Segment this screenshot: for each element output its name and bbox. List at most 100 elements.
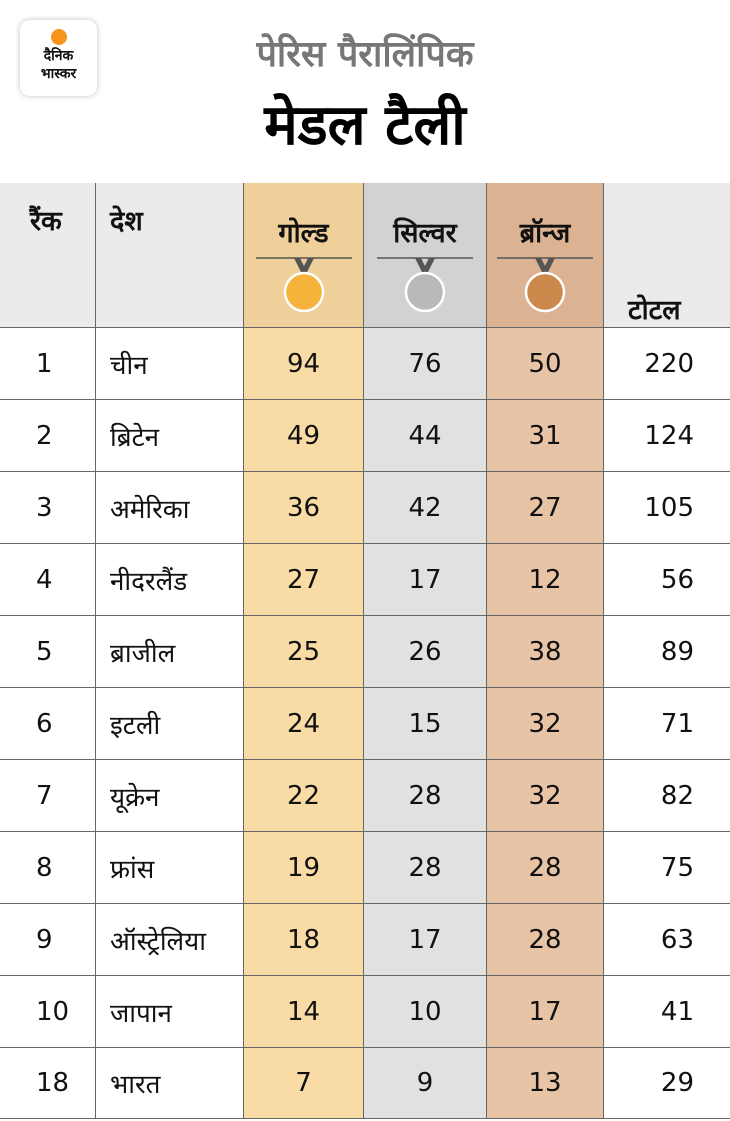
table-cell: 63: [604, 904, 730, 975]
table-cell: 28: [487, 832, 604, 903]
table-cell: 7: [244, 1048, 364, 1118]
table-cell: 19: [244, 832, 364, 903]
subtitle: पेरिस पैरालिंपिक: [256, 34, 474, 75]
table-cell: 44: [364, 400, 487, 471]
table-row: 8 फ्रांस 19 28 28 75: [0, 831, 730, 903]
cell-text: 56: [660, 564, 694, 595]
table-cell: 24: [244, 688, 364, 759]
column-header: सिल्वर: [364, 183, 487, 327]
cell-text: 49: [286, 420, 321, 451]
table-row: 10 जापान 14 10 17 41: [0, 975, 730, 1047]
column-header: गोल्ड: [244, 183, 364, 327]
table-cell: 38: [487, 616, 604, 687]
table-cell: 18: [0, 1048, 96, 1118]
cell-text: 8: [36, 852, 53, 883]
header-row: रैंक देश गोल्ड सिल्वर ब्रॉन्ज टोटल: [0, 183, 730, 327]
table-cell: 76: [364, 328, 487, 399]
cell-text: 28: [408, 780, 442, 811]
table-cell: फ्रांस: [96, 832, 244, 903]
cell-text: 18: [36, 1068, 70, 1098]
table-cell: 25: [244, 616, 364, 687]
cell-text: फ्रांस: [110, 854, 155, 885]
table-cell: 15: [364, 688, 487, 759]
cell-text: 28: [408, 852, 442, 883]
cell-text: भारत: [110, 1070, 161, 1100]
table-cell: 32: [487, 760, 604, 831]
cell-text: 9: [416, 1068, 434, 1098]
cell-text: 7: [295, 1068, 312, 1098]
cell-text: 17: [528, 996, 562, 1027]
cell-text: 75: [660, 852, 694, 883]
gold-medal: [255, 256, 352, 312]
cell-text: 105: [644, 492, 694, 523]
table-cell: 27: [244, 544, 364, 615]
cell-text: 124: [644, 420, 694, 451]
table-cell: इटली: [96, 688, 244, 759]
table-cell: 124: [604, 400, 730, 471]
table-cell: 71: [604, 688, 730, 759]
table-row: 6 इटली 24 15 32 71: [0, 687, 730, 759]
table-cell: 56: [604, 544, 730, 615]
table-cell: 31: [487, 400, 604, 471]
table-cell: 29: [604, 1048, 730, 1118]
cell-text: 71: [660, 708, 694, 739]
table-cell: 2: [0, 400, 96, 471]
table-cell: 75: [604, 832, 730, 903]
table-cell: 26: [364, 616, 487, 687]
medal-table: रैंक देश गोल्ड सिल्वर ब्रॉन्ज टोटल 1 चीन 9…: [0, 183, 730, 1119]
table-cell: 32: [487, 688, 604, 759]
cell-text: 44: [408, 420, 442, 451]
cell-text: 31: [528, 420, 562, 451]
column-header: ब्रॉन्ज: [487, 183, 604, 327]
table-cell: चीन: [96, 328, 244, 399]
cell-text: 24: [286, 708, 321, 739]
cell-text: 2: [36, 420, 53, 451]
table-cell: 42: [364, 472, 487, 543]
table-cell: 9: [364, 1048, 487, 1118]
cell-text: 19: [286, 852, 321, 883]
cell-text: 14: [286, 996, 321, 1027]
cell-text: 26: [408, 636, 442, 667]
cell-text: यूक्रेन: [110, 782, 160, 813]
cell-text: 50: [528, 348, 562, 379]
cell-text: 42: [408, 492, 442, 523]
cell-text: 22: [286, 780, 321, 811]
cell-text: 7: [36, 780, 53, 811]
cell-text: 10: [408, 996, 442, 1027]
silver-medal: [377, 256, 473, 312]
cell-text: 32: [528, 708, 562, 739]
logo-text: भास्कर: [40, 66, 77, 82]
table-cell: 50: [487, 328, 604, 399]
table-cell: भारत: [96, 1048, 244, 1118]
cell-text: 27: [528, 492, 562, 523]
table-cell: 36: [244, 472, 364, 543]
table-row: 18 भारत 7 9 13 29: [0, 1047, 730, 1119]
cell-text: 89: [660, 636, 694, 667]
table-cell: 27: [487, 472, 604, 543]
column-header: रैंक: [0, 183, 96, 327]
cell-text: 18: [286, 924, 321, 955]
table-cell: 94: [244, 328, 364, 399]
table-cell: 12: [487, 544, 604, 615]
header-text: देश: [110, 206, 143, 237]
header-text: सिल्वर: [393, 217, 457, 249]
cell-text: 17: [408, 924, 442, 955]
cell-text: 76: [408, 348, 442, 379]
table-cell: 17: [487, 976, 604, 1047]
table-cell: 6: [0, 688, 96, 759]
table-cell: ब्राजील: [96, 616, 244, 687]
table-cell: 28: [487, 904, 604, 975]
cell-text: 38: [528, 636, 562, 667]
column-header: देश: [96, 183, 244, 327]
table-cell: 13: [487, 1048, 604, 1118]
cell-text: 28: [528, 852, 562, 883]
table-cell: 4: [0, 544, 96, 615]
table-cell: 89: [604, 616, 730, 687]
table-cell: 41: [604, 976, 730, 1047]
table-cell: 49: [244, 400, 364, 471]
table-cell: 82: [604, 760, 730, 831]
table-cell: 3: [0, 472, 96, 543]
cell-text: चीन: [110, 350, 148, 381]
table-cell: 105: [604, 472, 730, 543]
